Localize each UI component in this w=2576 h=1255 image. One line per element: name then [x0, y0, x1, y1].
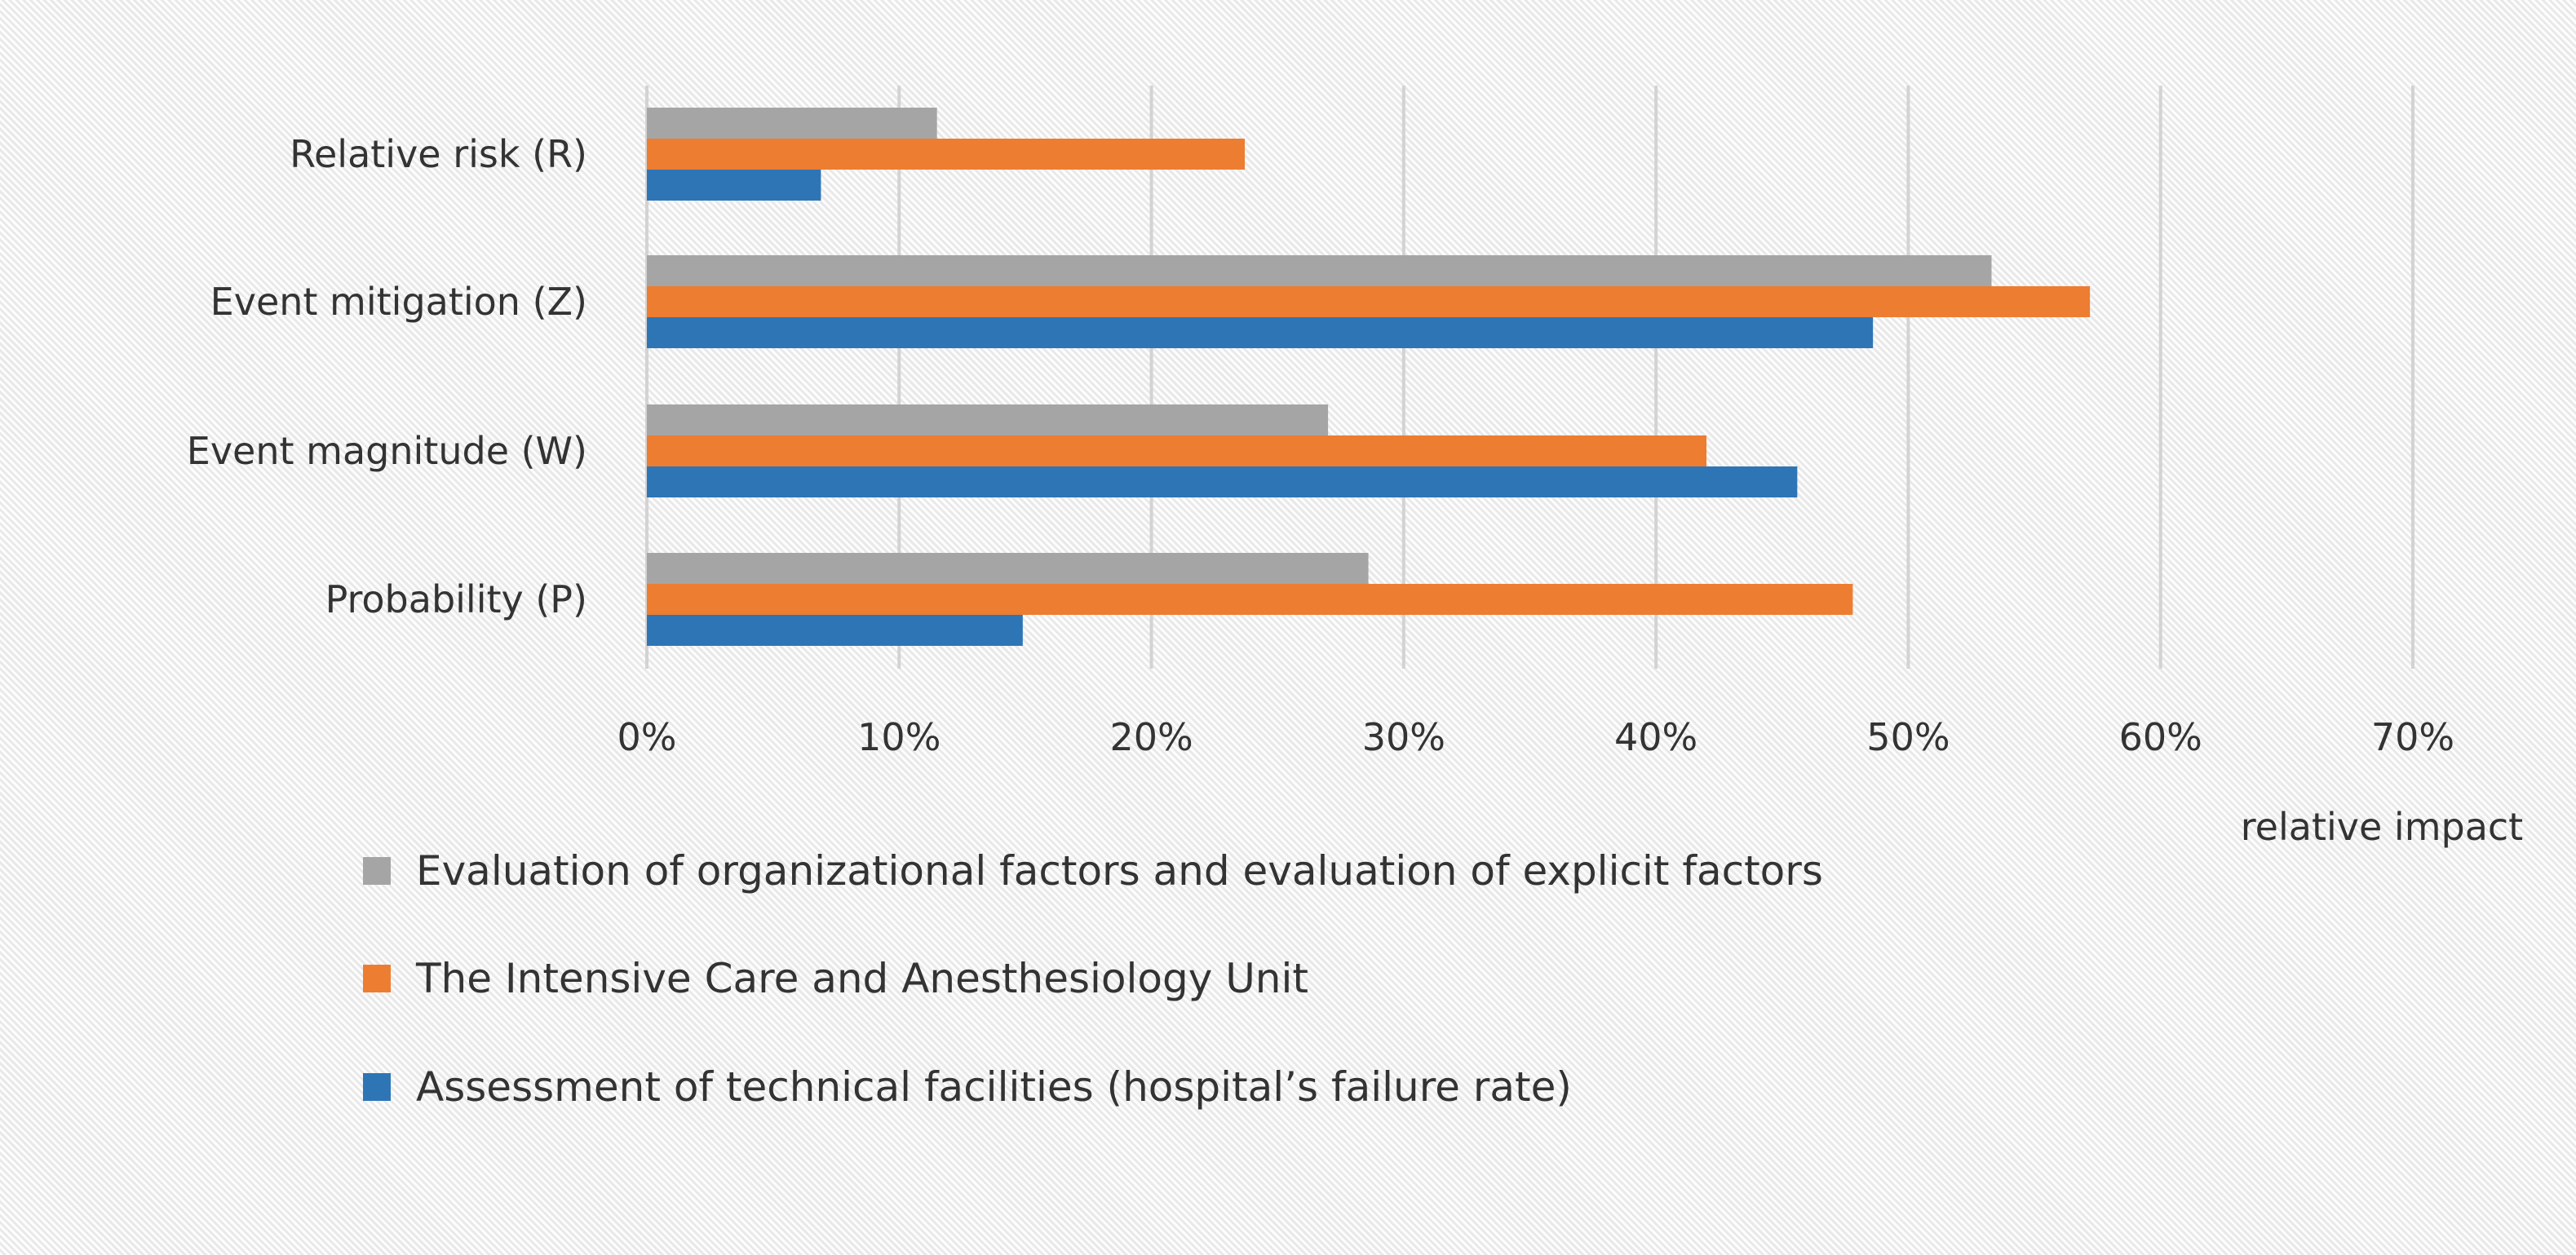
bar-2-series-0	[647, 404, 1329, 435]
x-tick-label-3: 30%	[1362, 715, 1445, 759]
legend: Evaluation of organizational factors and…	[363, 847, 1823, 1111]
category-label-1: Event mitigation (Z)	[210, 280, 587, 324]
x-tick-label-2: 20%	[1109, 715, 1193, 759]
category-label-2: Event magnitude (W)	[187, 429, 587, 473]
bar-1-series-0	[647, 255, 1992, 286]
legend-swatch-2	[363, 1073, 391, 1101]
bar-1-series-2	[647, 317, 1874, 348]
legend-label-2: Assessment of technical facilities (hosp…	[416, 1063, 1572, 1111]
x-tick-label-7: 70%	[2371, 715, 2454, 759]
legend-label-1: The Intensive Care and Anesthesiology Un…	[415, 955, 1308, 1002]
x-tick-label-6: 60%	[2119, 715, 2202, 759]
bar-0-series-1	[647, 139, 1246, 170]
gridlines	[645, 86, 2414, 669]
bar-2-series-2	[647, 466, 1798, 497]
bar-2-series-1	[647, 435, 1706, 466]
category-label-3: Probability (P)	[325, 577, 587, 621]
x-axis-title: relative impact	[2241, 805, 2523, 849]
bar-0-series-0	[647, 108, 937, 139]
x-tick-labels: 0% 10% 20% 30% 40% 50% 60% 70%	[617, 715, 2455, 759]
bar-3-series-1	[647, 584, 1853, 615]
bar-0-series-2	[647, 170, 821, 201]
category-labels: Relative risk (R) Event mitigation (Z) Eve…	[187, 132, 587, 621]
bars	[647, 108, 2091, 646]
x-tick-label-5: 50%	[1866, 715, 1950, 759]
bar-1-series-1	[647, 286, 2091, 317]
x-tick-label-4: 40%	[1614, 715, 1697, 759]
legend-label-0: Evaluation of organizational factors and…	[416, 847, 1823, 895]
bar-3-series-2	[647, 615, 1023, 646]
legend-swatch-1	[363, 965, 391, 992]
category-label-0: Relative risk (R)	[290, 132, 587, 176]
bar-3-series-0	[647, 553, 1369, 584]
x-tick-label-1: 10%	[857, 715, 941, 759]
x-tick-label-0: 0%	[617, 715, 677, 759]
legend-swatch-0	[363, 857, 391, 885]
